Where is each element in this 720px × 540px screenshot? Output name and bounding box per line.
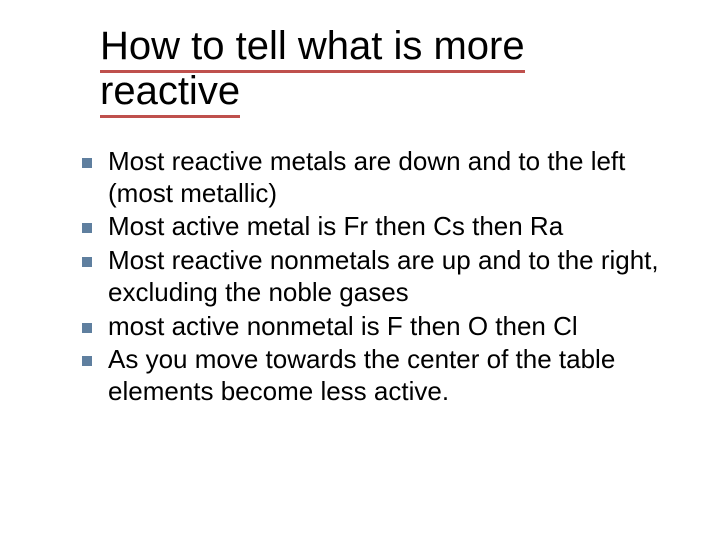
list-item: most active nonmetal is F then O then Cl [78, 311, 668, 343]
list-item-text: As you move towards the center of the ta… [108, 344, 615, 406]
body-list: Most reactive metals are down and to the… [78, 146, 668, 410]
list-item-text: Most reactive nonmetals are up and to th… [108, 245, 659, 307]
list-item: Most reactive metals are down and to the… [78, 146, 668, 209]
title-container: How to tell what is more reactive [100, 24, 660, 114]
list-item: Most reactive nonmetals are up and to th… [78, 245, 668, 308]
slide-title: How to tell what is more reactive [100, 24, 525, 118]
slide: How to tell what is more reactive Most r… [0, 0, 720, 540]
bullet-list: Most reactive metals are down and to the… [78, 146, 668, 408]
list-item: Most active metal is Fr then Cs then Ra [78, 211, 668, 243]
list-item-text: Most reactive metals are down and to the… [108, 146, 625, 208]
list-item-text: most active nonmetal is F then O then Cl [108, 311, 578, 341]
list-item-text: Most active metal is Fr then Cs then Ra [108, 211, 563, 241]
list-item: As you move towards the center of the ta… [78, 344, 668, 407]
